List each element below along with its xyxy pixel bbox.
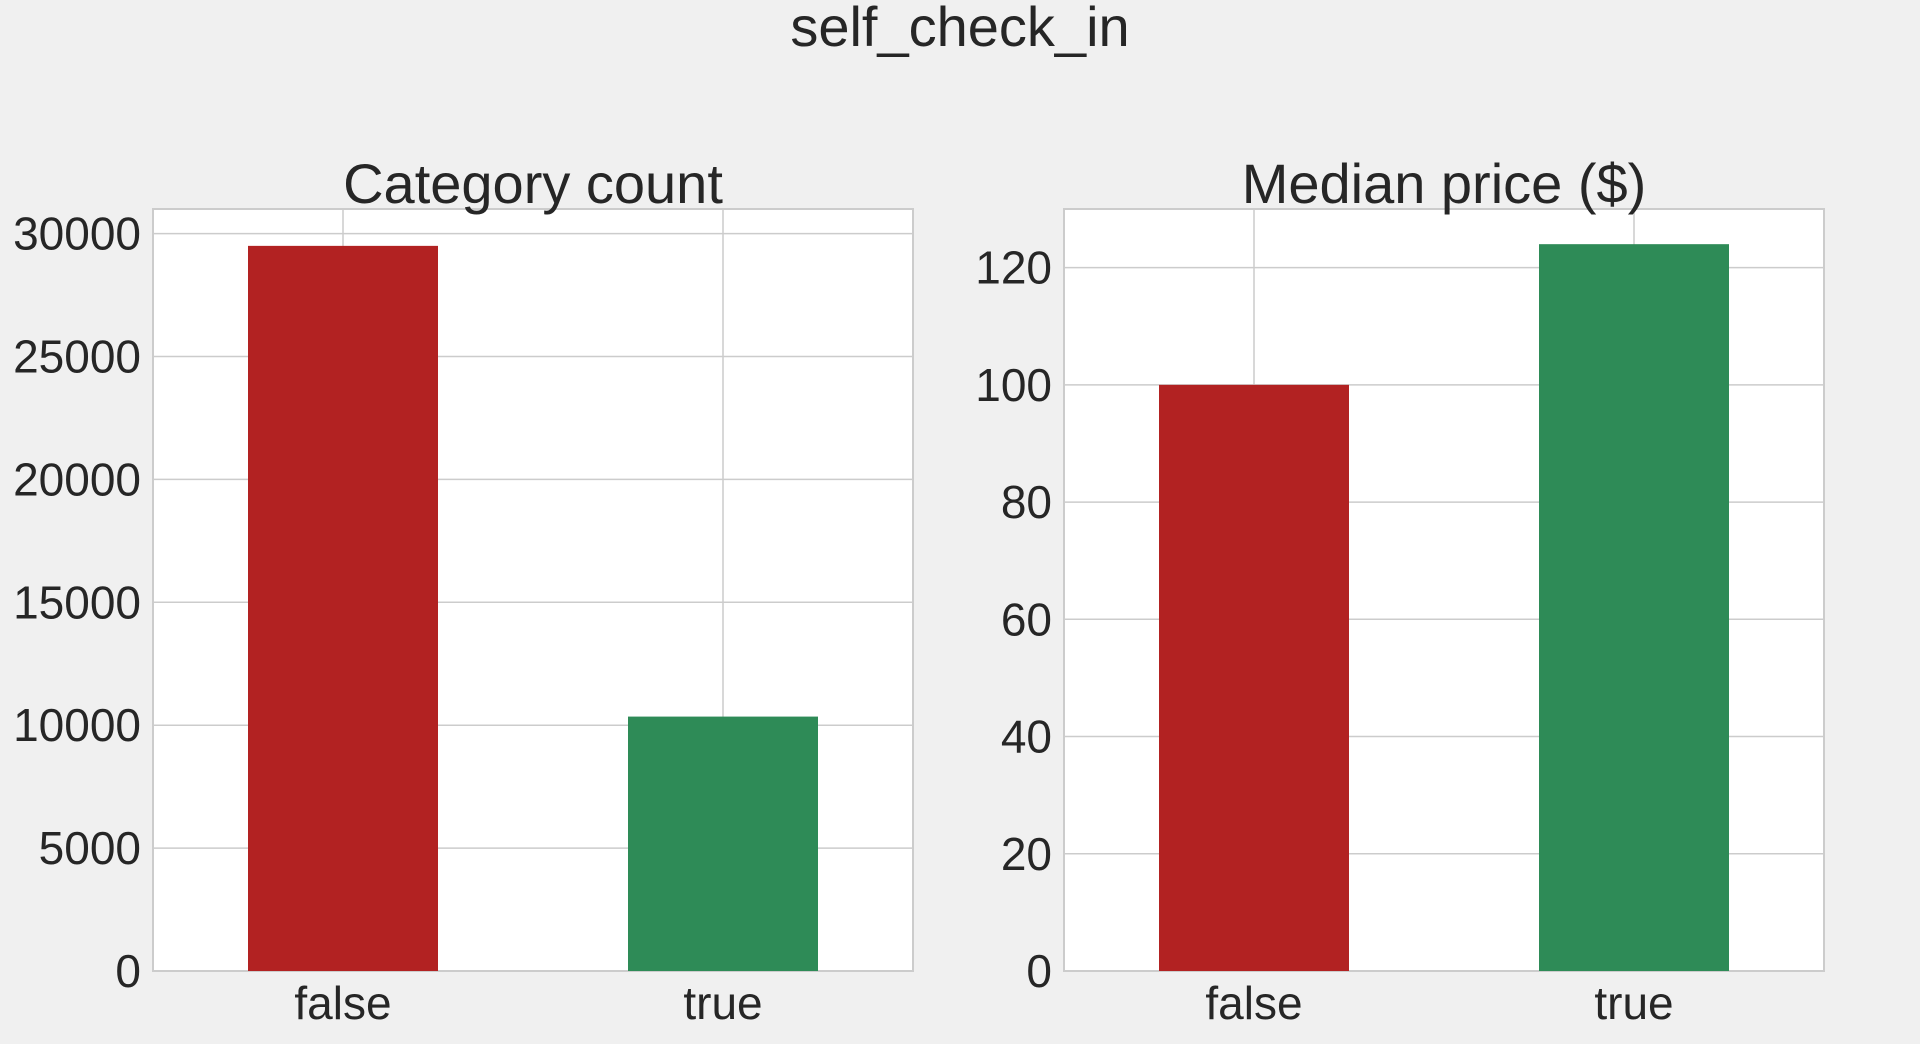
subplot-title: Category count xyxy=(343,152,723,215)
x-tick-label: false xyxy=(1205,977,1302,1029)
bar-false xyxy=(1159,384,1349,971)
y-tick-label: 20 xyxy=(1001,828,1052,880)
x-tick-label: false xyxy=(294,977,391,1029)
y-tick-label: 10000 xyxy=(13,699,141,751)
y-tick-label: 120 xyxy=(975,242,1052,294)
y-tick-label: 5000 xyxy=(39,822,141,874)
figure-title: self_check_in xyxy=(790,0,1129,58)
y-tick-label: 0 xyxy=(115,945,141,997)
y-tick-label: 30000 xyxy=(13,208,141,260)
x-tick-label: true xyxy=(1594,977,1673,1029)
y-tick-label: 15000 xyxy=(13,576,141,628)
y-tick-label: 0 xyxy=(1026,945,1052,997)
subplot-title: Median price ($) xyxy=(1242,152,1647,215)
y-tick-label: 60 xyxy=(1001,593,1052,645)
y-tick-label: 100 xyxy=(975,359,1052,411)
y-tick-label: 20000 xyxy=(13,453,141,505)
x-tick-label: true xyxy=(683,977,762,1029)
y-tick-label: 80 xyxy=(1001,476,1052,528)
bar-true xyxy=(628,716,818,971)
y-tick-label: 40 xyxy=(1001,711,1052,763)
y-tick-label: 25000 xyxy=(13,330,141,382)
bar-false xyxy=(248,245,438,971)
bar-true xyxy=(1539,244,1729,971)
